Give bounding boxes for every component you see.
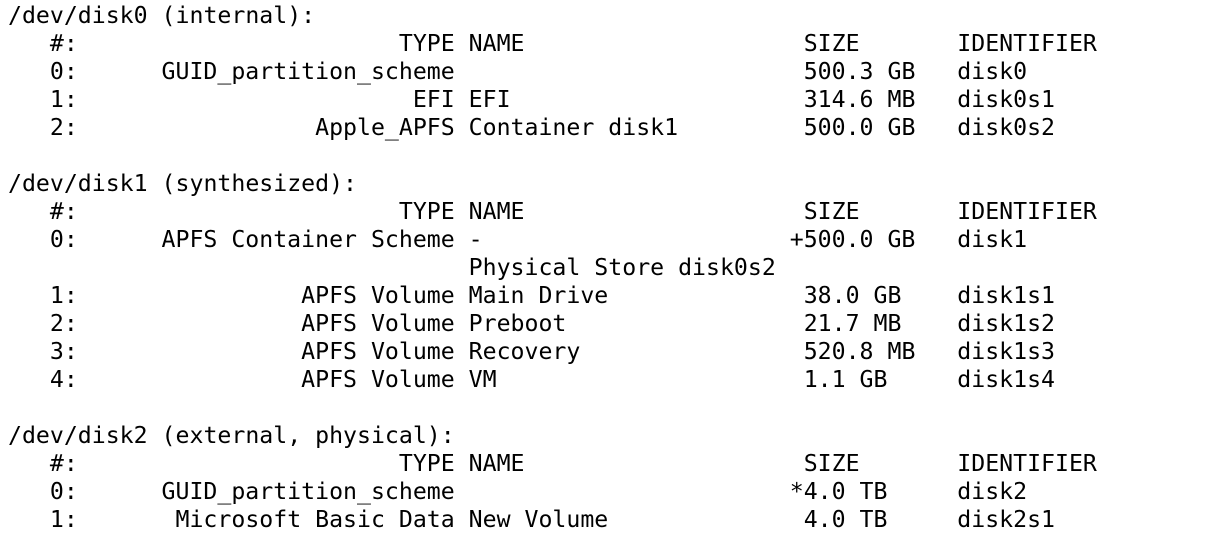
partition-size: 1.1 GB <box>803 366 888 393</box>
partition-identifier: disk1s3 <box>957 338 1056 365</box>
disk-header: /dev/disk1 (synthesized): <box>8 170 1208 198</box>
col-num-header: #: <box>49 450 78 477</box>
partition-type: APFS Container Scheme <box>161 226 455 253</box>
partition-number: 1: <box>49 506 78 533</box>
blank-line <box>8 394 1208 422</box>
col-size-header: SIZE <box>803 198 860 225</box>
col-name-header: NAME <box>468 30 525 57</box>
disk-header: /dev/disk0 (internal): <box>8 2 1208 30</box>
partition-size: *4.0 TB <box>789 478 888 505</box>
partition-number: 4: <box>49 366 78 393</box>
partition-name: New Volume <box>468 506 609 533</box>
partition-row: 2: APFS Volume Preboot 21.7 MB disk1s2 <box>8 310 1208 338</box>
col-name-header: NAME <box>468 450 525 477</box>
partition-identifier: disk2 <box>957 478 1028 505</box>
partition-type: APFS Volume <box>301 338 455 365</box>
partition-size: 500.0 GB <box>803 114 916 141</box>
col-identifier-header: IDENTIFIER <box>957 198 1097 225</box>
partition-row: 2: Apple_APFS Container disk1 500.0 GB disk0… <box>8 114 1208 142</box>
partition-number: 3: <box>49 338 78 365</box>
partition-number: 1: <box>49 86 78 113</box>
partition-identifier: disk1s4 <box>957 366 1056 393</box>
partition-type: Apple_APFS <box>315 114 455 141</box>
disk-header-text: /dev/disk1 (synthesized): <box>8 170 358 197</box>
partition-row: 3: APFS Volume Recovery 520.8 MB disk1s3 <box>8 338 1208 366</box>
terminal-output: /dev/disk0 (internal): #: TYPE NAME SIZE IDEN… <box>8 2 1208 534</box>
partition-size: 21.7 MB <box>803 310 902 337</box>
partition-name: Container disk1 <box>468 114 679 141</box>
partition-number: 2: <box>49 114 78 141</box>
partition-identifier: disk2s1 <box>957 506 1056 533</box>
partition-name: EFI <box>468 86 511 113</box>
partition-type: Microsoft Basic Data <box>175 506 455 533</box>
partition-extra: Physical Store disk0s2 <box>468 254 776 281</box>
column-header-row: #: TYPE NAME SIZE IDENTIFIER <box>8 30 1208 58</box>
disk-header-text: /dev/disk0 (internal): <box>8 2 316 29</box>
col-num-header: #: <box>49 198 78 225</box>
col-type-header: TYPE <box>398 450 455 477</box>
col-identifier-header: IDENTIFIER <box>957 30 1097 57</box>
partition-row: 0: APFS Container Scheme - +500.0 GB disk1 <box>8 226 1208 254</box>
partition-size: 4.0 TB <box>803 506 888 533</box>
partition-name: Preboot <box>468 310 567 337</box>
column-header-row: #: TYPE NAME SIZE IDENTIFIER <box>8 198 1208 226</box>
partition-number: 2: <box>49 310 78 337</box>
partition-extra-row: Physical Store disk0s2 <box>8 254 1208 282</box>
partition-size: 314.6 MB <box>803 86 916 113</box>
partition-number: 0: <box>49 478 78 505</box>
partition-row: 1: Microsoft Basic Data New Volume 4.0 TB di… <box>8 506 1208 534</box>
partition-size: 520.8 MB <box>803 338 916 365</box>
partition-row: 1: EFI EFI 314.6 MB disk0s1 <box>8 86 1208 114</box>
col-name-header: NAME <box>468 198 525 225</box>
disk-header-text: /dev/disk2 (external, physical): <box>8 422 455 449</box>
partition-identifier: disk1 <box>957 226 1028 253</box>
col-type-header: TYPE <box>398 198 455 225</box>
partition-identifier: disk0s1 <box>957 86 1056 113</box>
partition-type: EFI <box>412 86 455 113</box>
partition-number: 0: <box>49 58 78 85</box>
partition-name: VM <box>468 366 497 393</box>
disk-header: /dev/disk2 (external, physical): <box>8 422 1208 450</box>
partition-size: +500.0 GB <box>789 226 916 253</box>
partition-identifier: disk1s2 <box>957 310 1056 337</box>
col-size-header: SIZE <box>803 450 860 477</box>
partition-name: Main Drive <box>468 282 609 309</box>
partition-size: 500.3 GB <box>803 58 916 85</box>
col-type-header: TYPE <box>398 30 455 57</box>
partition-type: APFS Volume <box>301 310 455 337</box>
partition-identifier: disk1s1 <box>957 282 1056 309</box>
col-size-header: SIZE <box>803 30 860 57</box>
partition-type: GUID_partition_scheme <box>161 478 455 505</box>
partition-type: APFS Volume <box>301 366 455 393</box>
col-identifier-header: IDENTIFIER <box>957 450 1097 477</box>
partition-type: GUID_partition_scheme <box>161 58 455 85</box>
partition-identifier: disk0 <box>957 58 1028 85</box>
partition-name: - <box>468 226 483 253</box>
partition-row: 1: APFS Volume Main Drive 38.0 GB disk1s1 <box>8 282 1208 310</box>
partition-row: 4: APFS Volume VM 1.1 GB disk1s4 <box>8 366 1208 394</box>
col-num-header: #: <box>49 30 78 57</box>
partition-row: 0: GUID_partition_scheme *4.0 TB disk2 <box>8 478 1208 506</box>
partition-identifier: disk0s2 <box>957 114 1056 141</box>
partition-number: 1: <box>49 282 78 309</box>
blank-line <box>8 142 1208 170</box>
partition-name: Recovery <box>468 338 581 365</box>
partition-number: 0: <box>49 226 78 253</box>
column-header-row: #: TYPE NAME SIZE IDENTIFIER <box>8 450 1208 478</box>
partition-type: APFS Volume <box>301 282 455 309</box>
partition-row: 0: GUID_partition_scheme 500.3 GB disk0 <box>8 58 1208 86</box>
partition-size: 38.0 GB <box>803 282 902 309</box>
